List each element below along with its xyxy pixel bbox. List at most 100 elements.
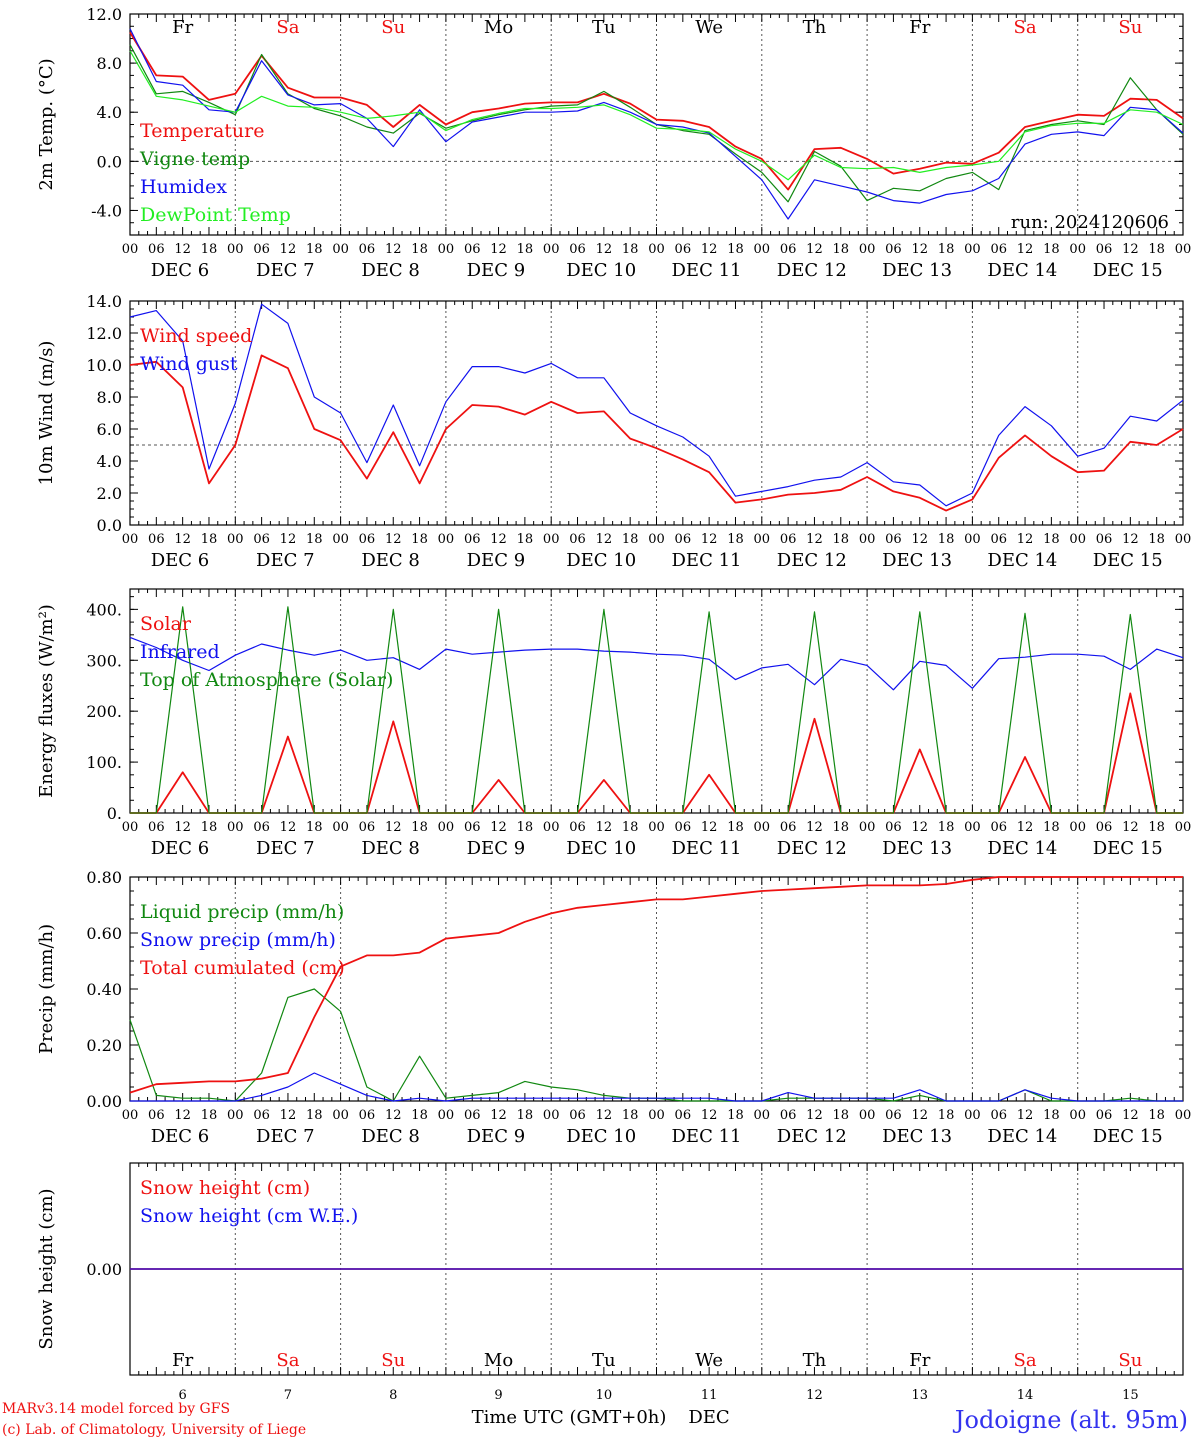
x-hour-label: 18 <box>201 242 218 257</box>
x-hour-label: 12 <box>385 1108 402 1123</box>
x-date-label: DEC 13 <box>882 838 952 859</box>
x-hour-label: 00 <box>859 242 876 257</box>
legend-entry: Snow precip (mm/h) <box>140 929 336 951</box>
y-axis-title: Energy fluxes (W/m²) <box>36 604 57 798</box>
x-date-label: DEC 12 <box>777 1126 847 1147</box>
x-day-number: 12 <box>806 1388 823 1403</box>
weekday-label: Sa <box>276 17 299 38</box>
legend-entry: Vigne temp <box>139 148 250 170</box>
weekday-label: Su <box>1118 17 1142 38</box>
x-date-label: DEC 11 <box>672 1126 742 1147</box>
x-hour-label: 18 <box>938 820 955 835</box>
x-hour-label: 12 <box>806 820 823 835</box>
y-tick-label: 200. <box>86 702 122 721</box>
x-hour-label: 00 <box>122 820 139 835</box>
x-hour-label: 12 <box>806 1108 823 1123</box>
x-date-label: DEC 15 <box>1093 838 1163 859</box>
y-tick-label: 0.00 <box>86 1260 122 1279</box>
x-date-label: DEC 9 <box>467 550 526 571</box>
x-axis-unit: DEC <box>688 1407 729 1428</box>
x-hour-label: 18 <box>833 242 850 257</box>
x-hour-label: 12 <box>490 242 507 257</box>
x-hour-label: 06 <box>1096 532 1113 547</box>
series-line-vigne-temp <box>129 44 1184 203</box>
x-hour-label: 06 <box>990 1108 1007 1123</box>
panel-snow: Fr Sa Su Mo Tu We Th Fr Sa Su 0.00 6 7 8 9 10 11 12 13 14 15… <box>36 1162 1184 1403</box>
x-date-label: DEC 9 <box>467 260 526 281</box>
x-hour-label: 12 <box>280 532 297 547</box>
series-line-total-cumulated-cm- <box>129 876 1183 1094</box>
x-hour-label: 18 <box>411 1108 428 1123</box>
weekday-label: Mo <box>484 17 513 38</box>
y-tick-label: 0. <box>107 804 122 823</box>
x-hour-label: 18 <box>833 820 850 835</box>
x-hour-label: 00 <box>332 532 349 547</box>
x-hour-label: 06 <box>675 1108 692 1123</box>
x-hour-label: 00 <box>543 820 560 835</box>
x-hour-label: 18 <box>201 532 218 547</box>
x-hour-label: 06 <box>569 820 586 835</box>
x-hour-label: 18 <box>727 1108 744 1123</box>
y-tick-label: 12.0 <box>86 324 122 343</box>
x-hour-label: 18 <box>938 532 955 547</box>
x-axis-title: Time UTC (GMT+0h) <box>472 1407 667 1428</box>
y-tick-label: -4.0 <box>91 201 122 220</box>
x-date-label: DEC 10 <box>566 1126 636 1147</box>
x-hour-label: 06 <box>464 532 481 547</box>
x-hour-label: 12 <box>911 532 928 547</box>
y-tick-label: 0.0 <box>97 152 122 171</box>
y-tick-label: 400. <box>86 600 122 619</box>
x-hour-label: 06 <box>464 1108 481 1123</box>
x-hour-label: 00 <box>543 242 560 257</box>
x-hour-label: 00 <box>754 1108 771 1123</box>
x-day-number: 8 <box>389 1388 397 1403</box>
x-date-label: DEC 13 <box>882 260 952 281</box>
y-tick-label: 6.0 <box>97 420 122 439</box>
x-hour-label: 12 <box>174 242 191 257</box>
x-hour-label: 00 <box>1175 242 1192 257</box>
weekday-label: Su <box>381 1350 405 1371</box>
x-hour-label: 00 <box>1175 820 1192 835</box>
x-hour-label: 12 <box>1017 1108 1034 1123</box>
x-date-label: DEC 6 <box>151 1126 210 1147</box>
x-date-label: DEC 10 <box>566 838 636 859</box>
x-hour-label: 12 <box>490 820 507 835</box>
x-hour-label: 12 <box>806 532 823 547</box>
x-hour-label: 00 <box>648 1108 665 1123</box>
x-hour-label: 06 <box>359 1108 376 1123</box>
x-hour-label: 00 <box>227 820 244 835</box>
weekday-label: Sa <box>276 1350 299 1371</box>
weekday-label: Fr <box>909 17 930 38</box>
x-hour-label: 12 <box>596 242 613 257</box>
x-hour-label: 18 <box>938 1108 955 1123</box>
x-hour-label: 00 <box>227 532 244 547</box>
x-date-label: DEC 8 <box>361 260 420 281</box>
series-line-wind-speed <box>129 354 1184 512</box>
x-hour-label: 18 <box>622 532 639 547</box>
x-hour-label: 00 <box>648 532 665 547</box>
x-hour-label: 12 <box>911 1108 928 1123</box>
x-hour-label: 12 <box>701 1108 718 1123</box>
x-hour-label: 18 <box>727 532 744 547</box>
x-date-label: DEC 15 <box>1093 550 1163 571</box>
x-date-label: DEC 8 <box>361 1126 420 1147</box>
y-axis-title: Snow height (cm) <box>36 1188 57 1349</box>
x-hour-label: 12 <box>806 242 823 257</box>
x-day-number: 6 <box>179 1388 187 1403</box>
legend-entry: Wind speed <box>140 325 252 347</box>
x-date-label: DEC 11 <box>672 838 742 859</box>
run-annotation: run: 2024120606 <box>1011 212 1169 233</box>
x-hour-label: 12 <box>911 820 928 835</box>
x-hour-label: 06 <box>148 532 165 547</box>
x-hour-label: 18 <box>1148 532 1165 547</box>
x-day-number: 13 <box>911 1388 928 1403</box>
x-hour-label: 12 <box>174 1108 191 1123</box>
weekday-label: We <box>695 1350 723 1371</box>
weekday-label: Mo <box>484 1350 513 1371</box>
y-tick-label: 8.0 <box>97 388 122 407</box>
series-line-snow-precip-mm-h- <box>130 1072 1183 1102</box>
series-line-temperature <box>129 31 1184 191</box>
y-tick-label: 0.40 <box>86 980 122 999</box>
x-hour-label: 12 <box>1122 1108 1139 1123</box>
